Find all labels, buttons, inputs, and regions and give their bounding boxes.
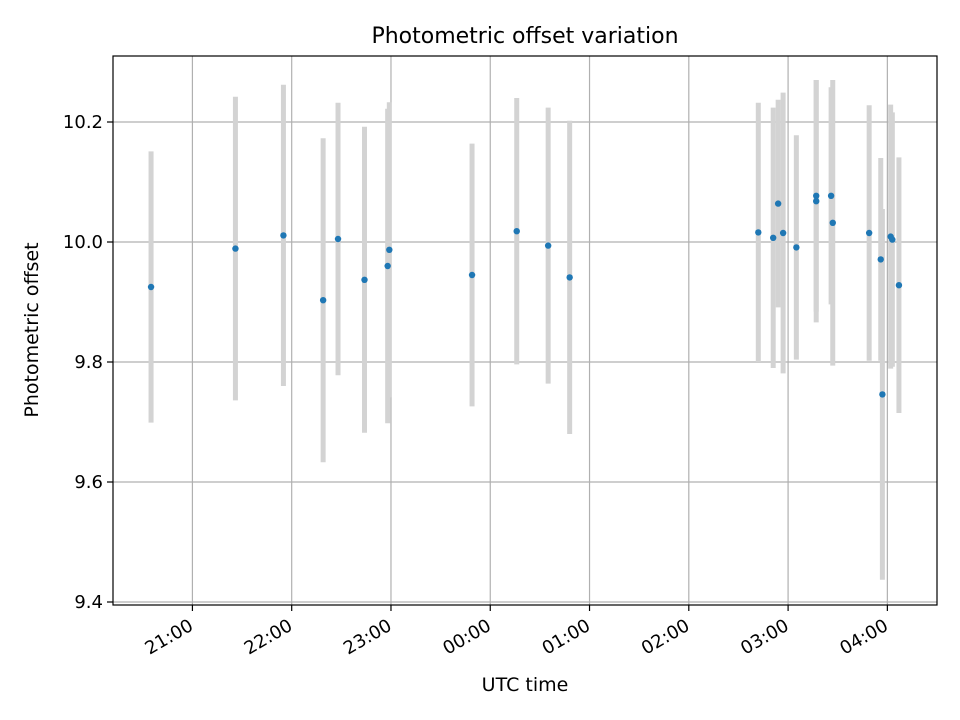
data-point [232,245,239,252]
data-point [361,276,368,283]
y-tick-label: 9.4 [74,592,103,613]
data-point [813,198,820,205]
data-point [813,192,820,199]
x-axis-label: UTC time [482,674,569,696]
data-point [829,219,836,226]
y-axis-label: Photometric offset [21,242,43,417]
data-point [334,235,342,243]
plot-frame [112,55,938,606]
data-point [895,282,903,289]
y-tick-label: 9.8 [74,352,103,373]
y-axis-ticks: 9.4 9.6 9.8 10.0 10.2 [63,112,113,613]
data-point [384,262,391,270]
data-point [468,271,476,279]
data-point [755,229,762,236]
data-point [513,228,520,235]
chart-title: Photometric offset variation [371,24,678,49]
data-point [319,297,327,304]
y-tick-label: 10.2 [63,112,103,133]
data-points [147,192,903,398]
data-point [879,391,886,398]
data-point [544,242,552,249]
data-point [280,232,287,239]
data-point [147,283,155,291]
data-point [877,256,884,263]
data-point [889,236,896,243]
data-point [774,200,782,207]
data-point [793,244,800,251]
data-point [386,246,393,253]
y-tick-label: 10.0 [63,232,103,253]
data-point [769,234,777,241]
data-point [566,274,573,281]
data-point [779,229,787,237]
data-point [865,229,873,237]
y-tick-label: 9.6 [74,472,103,493]
data-point [827,192,835,199]
